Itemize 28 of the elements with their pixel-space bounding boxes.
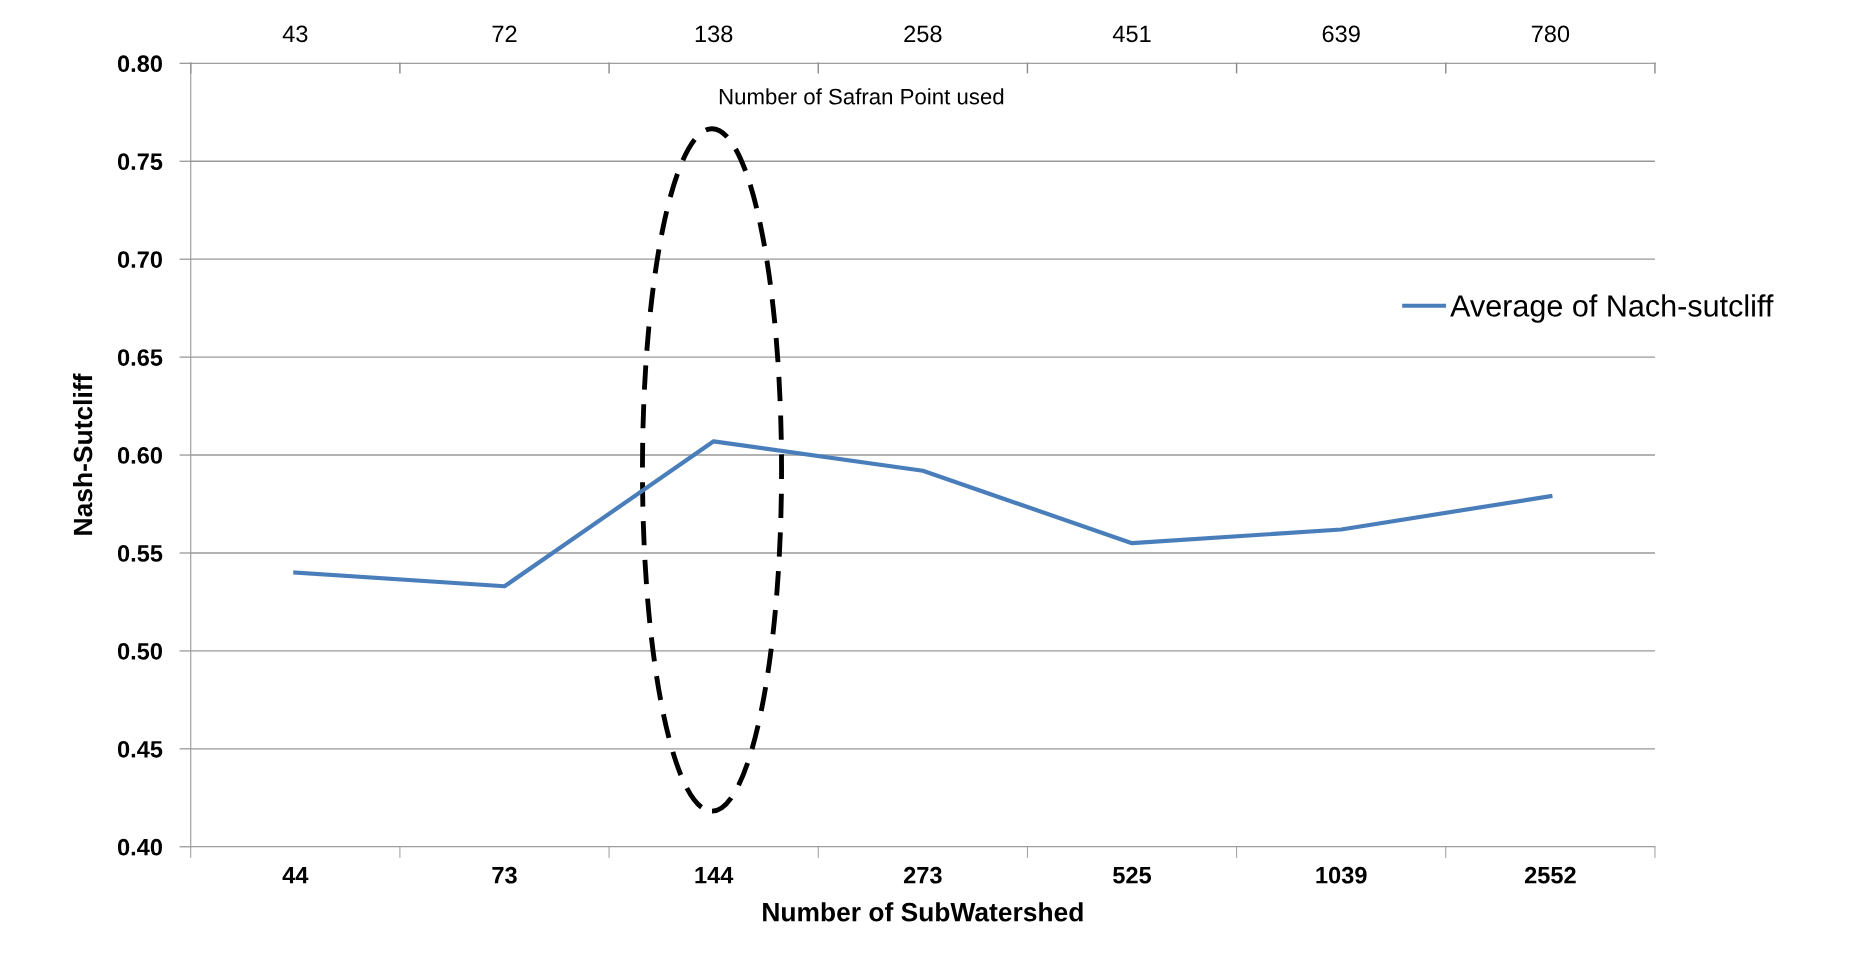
text: 258 — [904, 25, 942, 43]
x-tick-label: 73 — [492, 866, 517, 884]
x-tick-label: 273 — [903, 866, 942, 884]
y-tick-label: 0.40 — [117, 838, 162, 856]
text: 639 — [1322, 25, 1360, 43]
text: 72 — [492, 25, 517, 42]
y-tick-label: 0.80 — [117, 55, 162, 73]
y-tick-label: 0.55 — [117, 545, 163, 562]
text: 138 — [695, 25, 733, 43]
y-tick-label: 0.70 — [117, 251, 162, 268]
x-tick-label: 144 — [695, 867, 734, 884]
y-axis-title: Nash-Sutcliff — [72, 373, 93, 535]
x-tick-label: 1039 — [1316, 866, 1367, 884]
line-series — [293, 439, 1553, 589]
y-tick-label: 0.60 — [117, 447, 162, 464]
text: 780 — [1531, 25, 1570, 43]
y-tick-label: 0.65 — [117, 349, 163, 366]
text: 451 — [1112, 25, 1151, 43]
x-axis-title: Number of SubWatershed — [763, 902, 1083, 922]
y-tick-label: 0.50 — [117, 642, 162, 660]
x-tick-label: 2552 — [1524, 866, 1576, 884]
y-tick-label: 0.75 — [117, 153, 163, 171]
x-tick-label: 525 — [1113, 866, 1152, 884]
y-tick-label: 0.45 — [117, 740, 163, 758]
annotation: Number of Safran Point used — [719, 88, 1004, 105]
text: 43 — [282, 25, 308, 43]
x-tick-label: 44 — [282, 867, 309, 884]
legend-label: Average of Nach-sutcliff — [1450, 294, 1774, 323]
